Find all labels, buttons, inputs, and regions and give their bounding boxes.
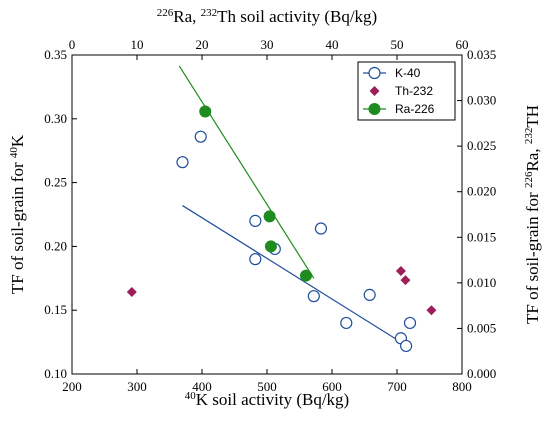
point-k-40 bbox=[249, 253, 262, 266]
point-th-232 bbox=[126, 286, 137, 297]
point-k-40 bbox=[176, 156, 189, 169]
x-axis-title-top: 226Ra, 232Th soil activity (Bq/kg) bbox=[157, 7, 377, 26]
y-tick-label-left: 0.25 bbox=[44, 175, 67, 190]
y-tick-label-right: 0.030 bbox=[467, 93, 496, 108]
y-tick-label-left: 0.20 bbox=[44, 238, 67, 253]
y-tick-label-right: 0.025 bbox=[467, 138, 496, 153]
point-th-232 bbox=[400, 275, 411, 286]
x-tick-label-bottom: 500 bbox=[257, 379, 277, 394]
x-tick-label-top: 60 bbox=[456, 37, 469, 52]
point-th-232 bbox=[426, 305, 437, 316]
point-ra-226 bbox=[263, 210, 276, 223]
x-tick-label-bottom: 300 bbox=[127, 379, 147, 394]
legend: K-40 Th-232 Ra-226 bbox=[357, 61, 456, 121]
point-k-40 bbox=[249, 214, 262, 227]
y-tick-label-right: 0.005 bbox=[467, 320, 496, 335]
point-k-40 bbox=[363, 288, 376, 301]
x-tick-label-bottom: 600 bbox=[322, 379, 342, 394]
y-tick-label-left: 0.10 bbox=[44, 366, 67, 381]
fit-line-k-40 bbox=[182, 205, 402, 343]
data-points bbox=[126, 105, 437, 353]
point-ra-226 bbox=[199, 105, 212, 118]
point-k-40 bbox=[314, 222, 328, 235]
y-tick-label-left: 0.30 bbox=[44, 111, 67, 126]
point-k-40 bbox=[194, 130, 207, 143]
y-axis-title-right: TF of soil-grain for 226Ra, 232TH bbox=[523, 105, 542, 324]
legend-marker-ra-226 bbox=[368, 103, 381, 115]
y-tick-label-right: 0.035 bbox=[467, 47, 496, 62]
y-tick-label-left: 0.35 bbox=[44, 47, 67, 62]
x-tick-label-top: 50 bbox=[391, 37, 404, 52]
y-tick-label-right: 0.010 bbox=[467, 275, 496, 290]
x-tick-label-top: 30 bbox=[261, 37, 274, 52]
x-tick-label-bottom: 800 bbox=[452, 379, 472, 394]
point-k-40 bbox=[403, 316, 417, 330]
x-tick-label-bottom: 400 bbox=[192, 379, 212, 394]
x-tick-label-top: 0 bbox=[69, 37, 76, 52]
point-ra-226 bbox=[264, 240, 277, 253]
point-k-40 bbox=[400, 339, 413, 353]
y-axis-title-left: TF of soil-grain for 40K bbox=[8, 134, 27, 294]
point-k-40 bbox=[340, 316, 353, 330]
y-tick-label-right: 0.020 bbox=[467, 184, 496, 199]
legend-marker-k-40 bbox=[368, 66, 381, 80]
y-tick-label-right: 0.015 bbox=[467, 229, 496, 244]
x-tick-label-bottom: 200 bbox=[62, 379, 82, 394]
point-th-232 bbox=[395, 266, 406, 277]
x-tick-label-top: 40 bbox=[326, 37, 339, 52]
y-tick-label-left: 0.15 bbox=[44, 302, 67, 317]
point-ra-226 bbox=[300, 269, 312, 282]
x-tick-label-top: 10 bbox=[131, 37, 144, 52]
fit-lines bbox=[178, 65, 402, 343]
x-tick-label-top: 20 bbox=[196, 37, 209, 52]
legend-label-k-40: K-40 bbox=[395, 66, 421, 80]
fit-line-ra-226 bbox=[178, 65, 315, 279]
x-tick-label-bottom: 700 bbox=[387, 379, 407, 394]
legend-label-th-232: Th-232 bbox=[395, 84, 433, 98]
axis-ticks: 200 300 400 500 600 700 800 0 10 20 30 40 50 60 0.10 0.… bbox=[44, 37, 496, 394]
axis-titles: 40K soil activity (Bq/kg) 226Ra, 232Th so… bbox=[8, 7, 542, 409]
x-axis-title-bottom: 40K soil activity (Bq/kg) bbox=[185, 390, 349, 409]
y-tick-label-right: 0.000 bbox=[467, 366, 496, 381]
legend-label-ra-226: Ra-226 bbox=[395, 102, 435, 116]
legend-marker-th-232 bbox=[369, 86, 380, 96]
point-k-40 bbox=[307, 290, 320, 303]
